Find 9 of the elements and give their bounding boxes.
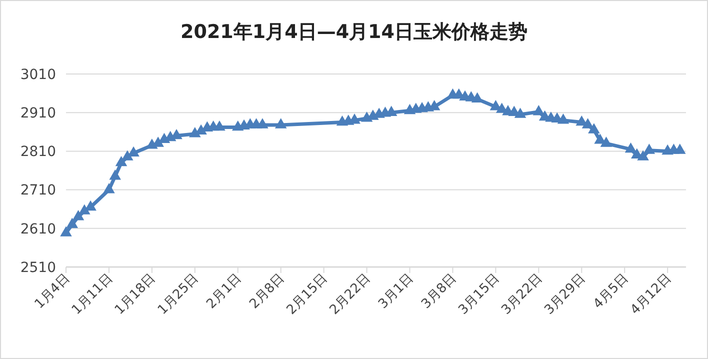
- y-tick-label: 2710: [20, 182, 56, 199]
- chart-title: 2021年1月4日—4月14日玉米价格走势: [180, 21, 528, 43]
- x-tick-label: 3月1日: [376, 271, 417, 312]
- y-tick-label: 2910: [20, 106, 56, 122]
- x-tick-label: 2月1日: [204, 271, 245, 312]
- y-tick-label: 2810: [20, 144, 56, 160]
- x-tick-label: 2月22日: [327, 271, 374, 318]
- y-tick-label: 3010: [20, 66, 56, 83]
- y-tick-label: 2610: [20, 221, 56, 238]
